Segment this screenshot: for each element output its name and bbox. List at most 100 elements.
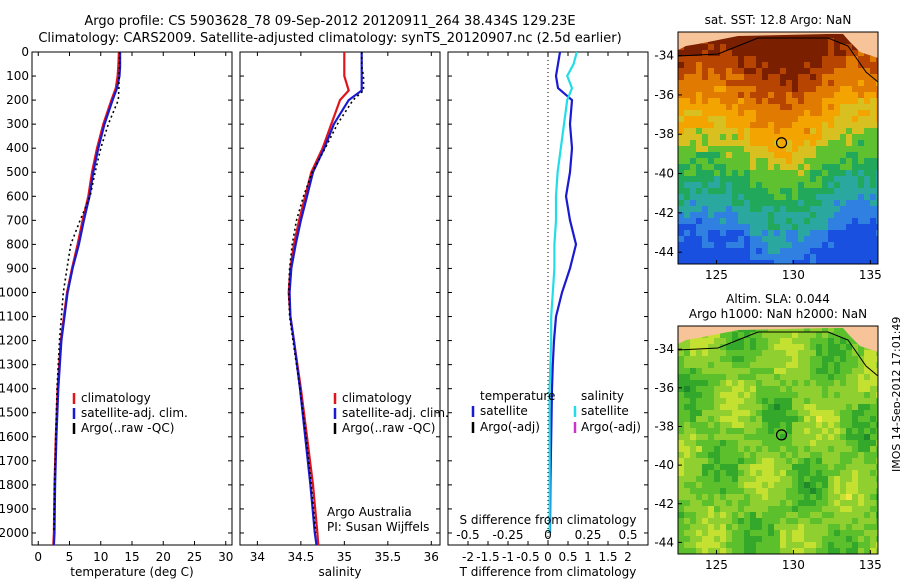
map-cell [792,92,799,99]
map-cell [786,146,793,153]
map-cell [762,182,769,189]
map-cell [852,182,859,189]
map-cell [852,344,859,351]
map-cell [804,428,811,435]
map-cell [858,374,865,381]
map-cell [822,260,829,264]
map-cell [726,410,733,417]
map-cell [786,182,793,189]
map-cell [678,248,685,255]
map-cell [702,416,709,423]
map-cell [828,482,835,489]
map-cell [708,50,715,57]
map-cell [762,254,769,261]
map-cell [786,200,793,207]
map-cell [750,464,757,471]
map-cell [852,62,859,69]
map-cell [774,326,781,333]
map-cell [750,386,757,393]
map-cell [762,56,769,63]
map-cell [696,464,703,471]
map-cell [858,56,865,63]
map-cell [780,44,787,51]
map-cell [822,362,829,369]
depth-tick-label: 2000 [0,526,29,540]
map-cell [720,74,727,81]
map-cell [744,248,751,255]
map-cell [750,50,757,57]
map-cell [708,422,715,429]
map-cell [804,488,811,495]
map-cell [834,242,841,249]
map-cell [792,500,799,507]
map-cell [858,260,865,264]
map-cell [858,452,865,459]
map-cell [684,212,691,219]
map-cell [684,512,691,519]
map-cell [810,488,817,495]
map-cell [750,254,757,261]
map-cell [774,104,781,111]
map-cell [828,524,835,531]
map-cell [768,488,775,495]
map-cell [726,74,733,81]
map-cell [774,506,781,513]
map-cell [738,242,745,249]
map-cell [792,416,799,423]
map-cell [816,530,823,537]
map-cell [864,218,871,225]
map-cell [840,140,847,147]
map-cell [768,392,775,399]
map-cell [852,440,859,447]
map-cell [804,224,811,231]
map-cell [684,356,691,363]
map-cell [864,188,871,195]
map-cell [858,248,865,255]
map-cell [780,458,787,465]
map-cell [792,326,799,333]
map-cell [792,146,799,153]
map-cell [852,212,859,219]
map-cell [750,542,757,549]
map-cell [732,86,739,93]
map-cell [696,476,703,483]
map-cell [702,344,709,351]
map-cell [780,92,787,99]
map-cell [876,548,878,554]
map-cell [834,392,841,399]
map-cell [684,188,691,195]
map-cell [828,530,835,537]
map-cell [768,404,775,411]
map-cell [774,242,781,249]
map-cell [744,392,751,399]
map-cell [738,350,745,357]
map-cell [768,344,775,351]
map-cell [798,98,805,105]
map-cell [852,176,859,183]
map-cell [786,230,793,237]
map-cell [696,458,703,465]
map-cell [792,128,799,135]
map-cell [876,224,878,231]
map-cell [804,446,811,453]
map-cell [714,356,721,363]
map-cell [726,548,733,554]
map-frame [677,31,879,265]
map-cell [804,326,811,333]
map-cell [726,254,733,261]
map-cell [744,182,751,189]
map-cell [852,74,859,81]
map-cell [804,128,811,135]
map-cell [810,536,817,543]
map-cell [840,380,847,387]
map-cell [690,224,697,231]
map-cell [738,146,745,153]
map-cell [762,386,769,393]
map-cell [750,38,757,45]
map-cell [696,206,703,213]
map-cell [732,368,739,375]
map-cell [744,464,751,471]
map-cell [798,434,805,441]
map-cell [714,482,721,489]
map-cell [840,398,847,405]
